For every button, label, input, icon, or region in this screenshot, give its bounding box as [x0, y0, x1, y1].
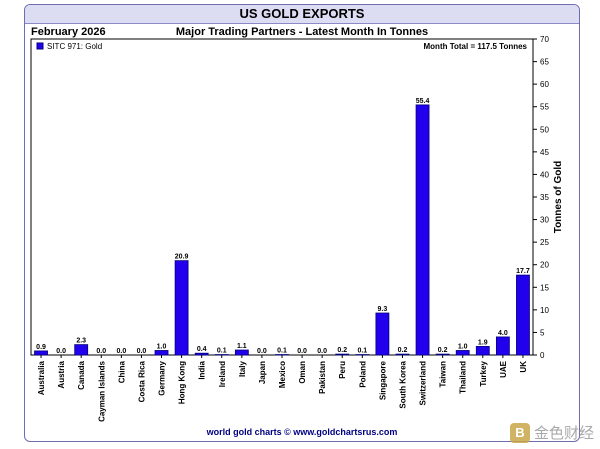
bar-value-label: 0.1: [277, 348, 287, 355]
category-label: Germany: [158, 360, 167, 395]
y-tick-label: 0: [540, 351, 545, 360]
category-label: Taiwan: [439, 361, 448, 388]
category-label: Austria: [57, 360, 66, 388]
category-label: UAE: [499, 360, 508, 378]
category-label: UK: [519, 361, 528, 373]
bar: [516, 274, 530, 356]
y-tick-label: 70: [540, 35, 549, 44]
bar-value-label: 0.0: [317, 348, 327, 355]
bar: [495, 336, 510, 356]
bar-value-label: 0.0: [297, 348, 307, 355]
bar: [415, 104, 430, 356]
bar: [74, 344, 89, 356]
category-label: Turkey: [479, 360, 488, 386]
bar: [194, 352, 209, 356]
chart-subtitle: Major Trading Partners - Latest Month In…: [175, 26, 429, 38]
bar-value-label: 9.3: [378, 306, 388, 313]
bar-value-label: 1.9: [478, 339, 488, 346]
legend-label: SITC 971: Gold: [47, 42, 102, 51]
category-label: Switzerland: [419, 361, 428, 406]
watermark: B 金色财经: [509, 422, 594, 443]
bar-value-label: 1.0: [157, 343, 167, 350]
bar-value-label: 0.2: [438, 347, 448, 354]
y-tick-label: 5: [540, 328, 545, 337]
bar-value-label: 0.0: [116, 348, 126, 355]
category-label: Mexico: [278, 361, 287, 388]
bar-value-label: 0.0: [137, 348, 147, 355]
category-label: Singapore: [378, 360, 387, 400]
y-tick-label: 55: [540, 103, 549, 112]
category-label: Costa Rica: [137, 360, 146, 402]
footer-credit: world gold charts © www.goldchartsrus.co…: [206, 427, 398, 437]
category-label: India: [198, 360, 207, 379]
bar-chart: 0 5 10 15 20 25 30 35 40 45 50 55 60 65 70 Tonnes of Go…: [30, 35, 564, 422]
bar-value-label: 0.4: [197, 346, 207, 353]
y-tick-label: 10: [540, 306, 549, 315]
category-label: Oman: [298, 361, 307, 384]
bar-value-label: 1.1: [237, 343, 247, 350]
y-tick-label: 35: [540, 193, 549, 202]
bar: [395, 353, 410, 356]
bar-value-label: 0.0: [257, 348, 267, 355]
bar: [335, 353, 350, 356]
y-tick-label: 45: [540, 148, 549, 157]
bar: [435, 353, 450, 356]
bar: [375, 312, 390, 356]
y-tick-label: 20: [540, 261, 549, 270]
bar-value-label: 17.7: [516, 268, 530, 275]
bar: [174, 260, 189, 356]
bar-value-label: 2.3: [76, 338, 86, 345]
watermark-logo-icon: B: [509, 422, 530, 443]
bar: [34, 350, 48, 356]
category-label: Pakistan: [318, 361, 327, 394]
bar-value-label: 0.0: [56, 348, 66, 355]
bar-value-label: 0.0: [96, 348, 106, 355]
bar: [455, 350, 470, 356]
bar-value-label: 0.1: [217, 348, 227, 355]
y-tick-label: 60: [540, 80, 549, 89]
bar-value-label: 1.0: [458, 343, 468, 350]
plot-area: [30, 38, 534, 356]
category-label: Cayman Islands: [97, 360, 106, 421]
y-tick-label: 50: [540, 125, 549, 134]
category-label: Hong Kong: [178, 361, 187, 404]
bar-value-label: 0.1: [357, 348, 367, 355]
bar-value-label: 0.9: [36, 344, 46, 351]
category-label: South Korea: [398, 360, 407, 408]
y-tick-label: 25: [540, 238, 549, 247]
category-label: Italy: [238, 360, 247, 377]
bar-value-label: 0.2: [337, 347, 347, 354]
category-label: Ireland: [218, 361, 227, 387]
category-label: Peru: [338, 361, 347, 379]
chart-panel: US GOLD EXPORTS February 2026 Major Trad…: [24, 4, 580, 442]
category-label: Japan: [258, 361, 267, 384]
y-tick-label: 40: [540, 170, 549, 179]
legend-swatch: [36, 42, 44, 50]
category-label: Canada: [77, 360, 86, 389]
bar-value-label: 0.2: [398, 347, 408, 354]
category-label: China: [117, 360, 126, 383]
chart-date: February 2026: [31, 26, 106, 38]
month-total-annotation: Month Total = 117.5 Tonnes: [424, 42, 528, 51]
y-tick-label: 15: [540, 283, 549, 292]
bar-value-label: 4.0: [498, 330, 508, 337]
category-label: Australia: [37, 360, 46, 395]
bar: [475, 346, 490, 356]
watermark-text: 金色财经: [533, 425, 594, 442]
y-tick-label: 30: [540, 216, 549, 225]
category-label: Poland: [358, 361, 367, 388]
bar: [234, 349, 249, 356]
category-label: Thailand: [459, 361, 468, 394]
y-axis-title: Tonnes of Gold: [553, 161, 564, 234]
subtitle-bar: February 2026 Major Trading Partners - L…: [25, 24, 579, 40]
bar-value-label: 55.4: [416, 98, 430, 105]
chart-title: US GOLD EXPORTS: [25, 5, 579, 24]
bar-value-label: 20.9: [175, 254, 189, 261]
bar: [154, 350, 169, 356]
y-tick-label: 65: [540, 58, 549, 67]
